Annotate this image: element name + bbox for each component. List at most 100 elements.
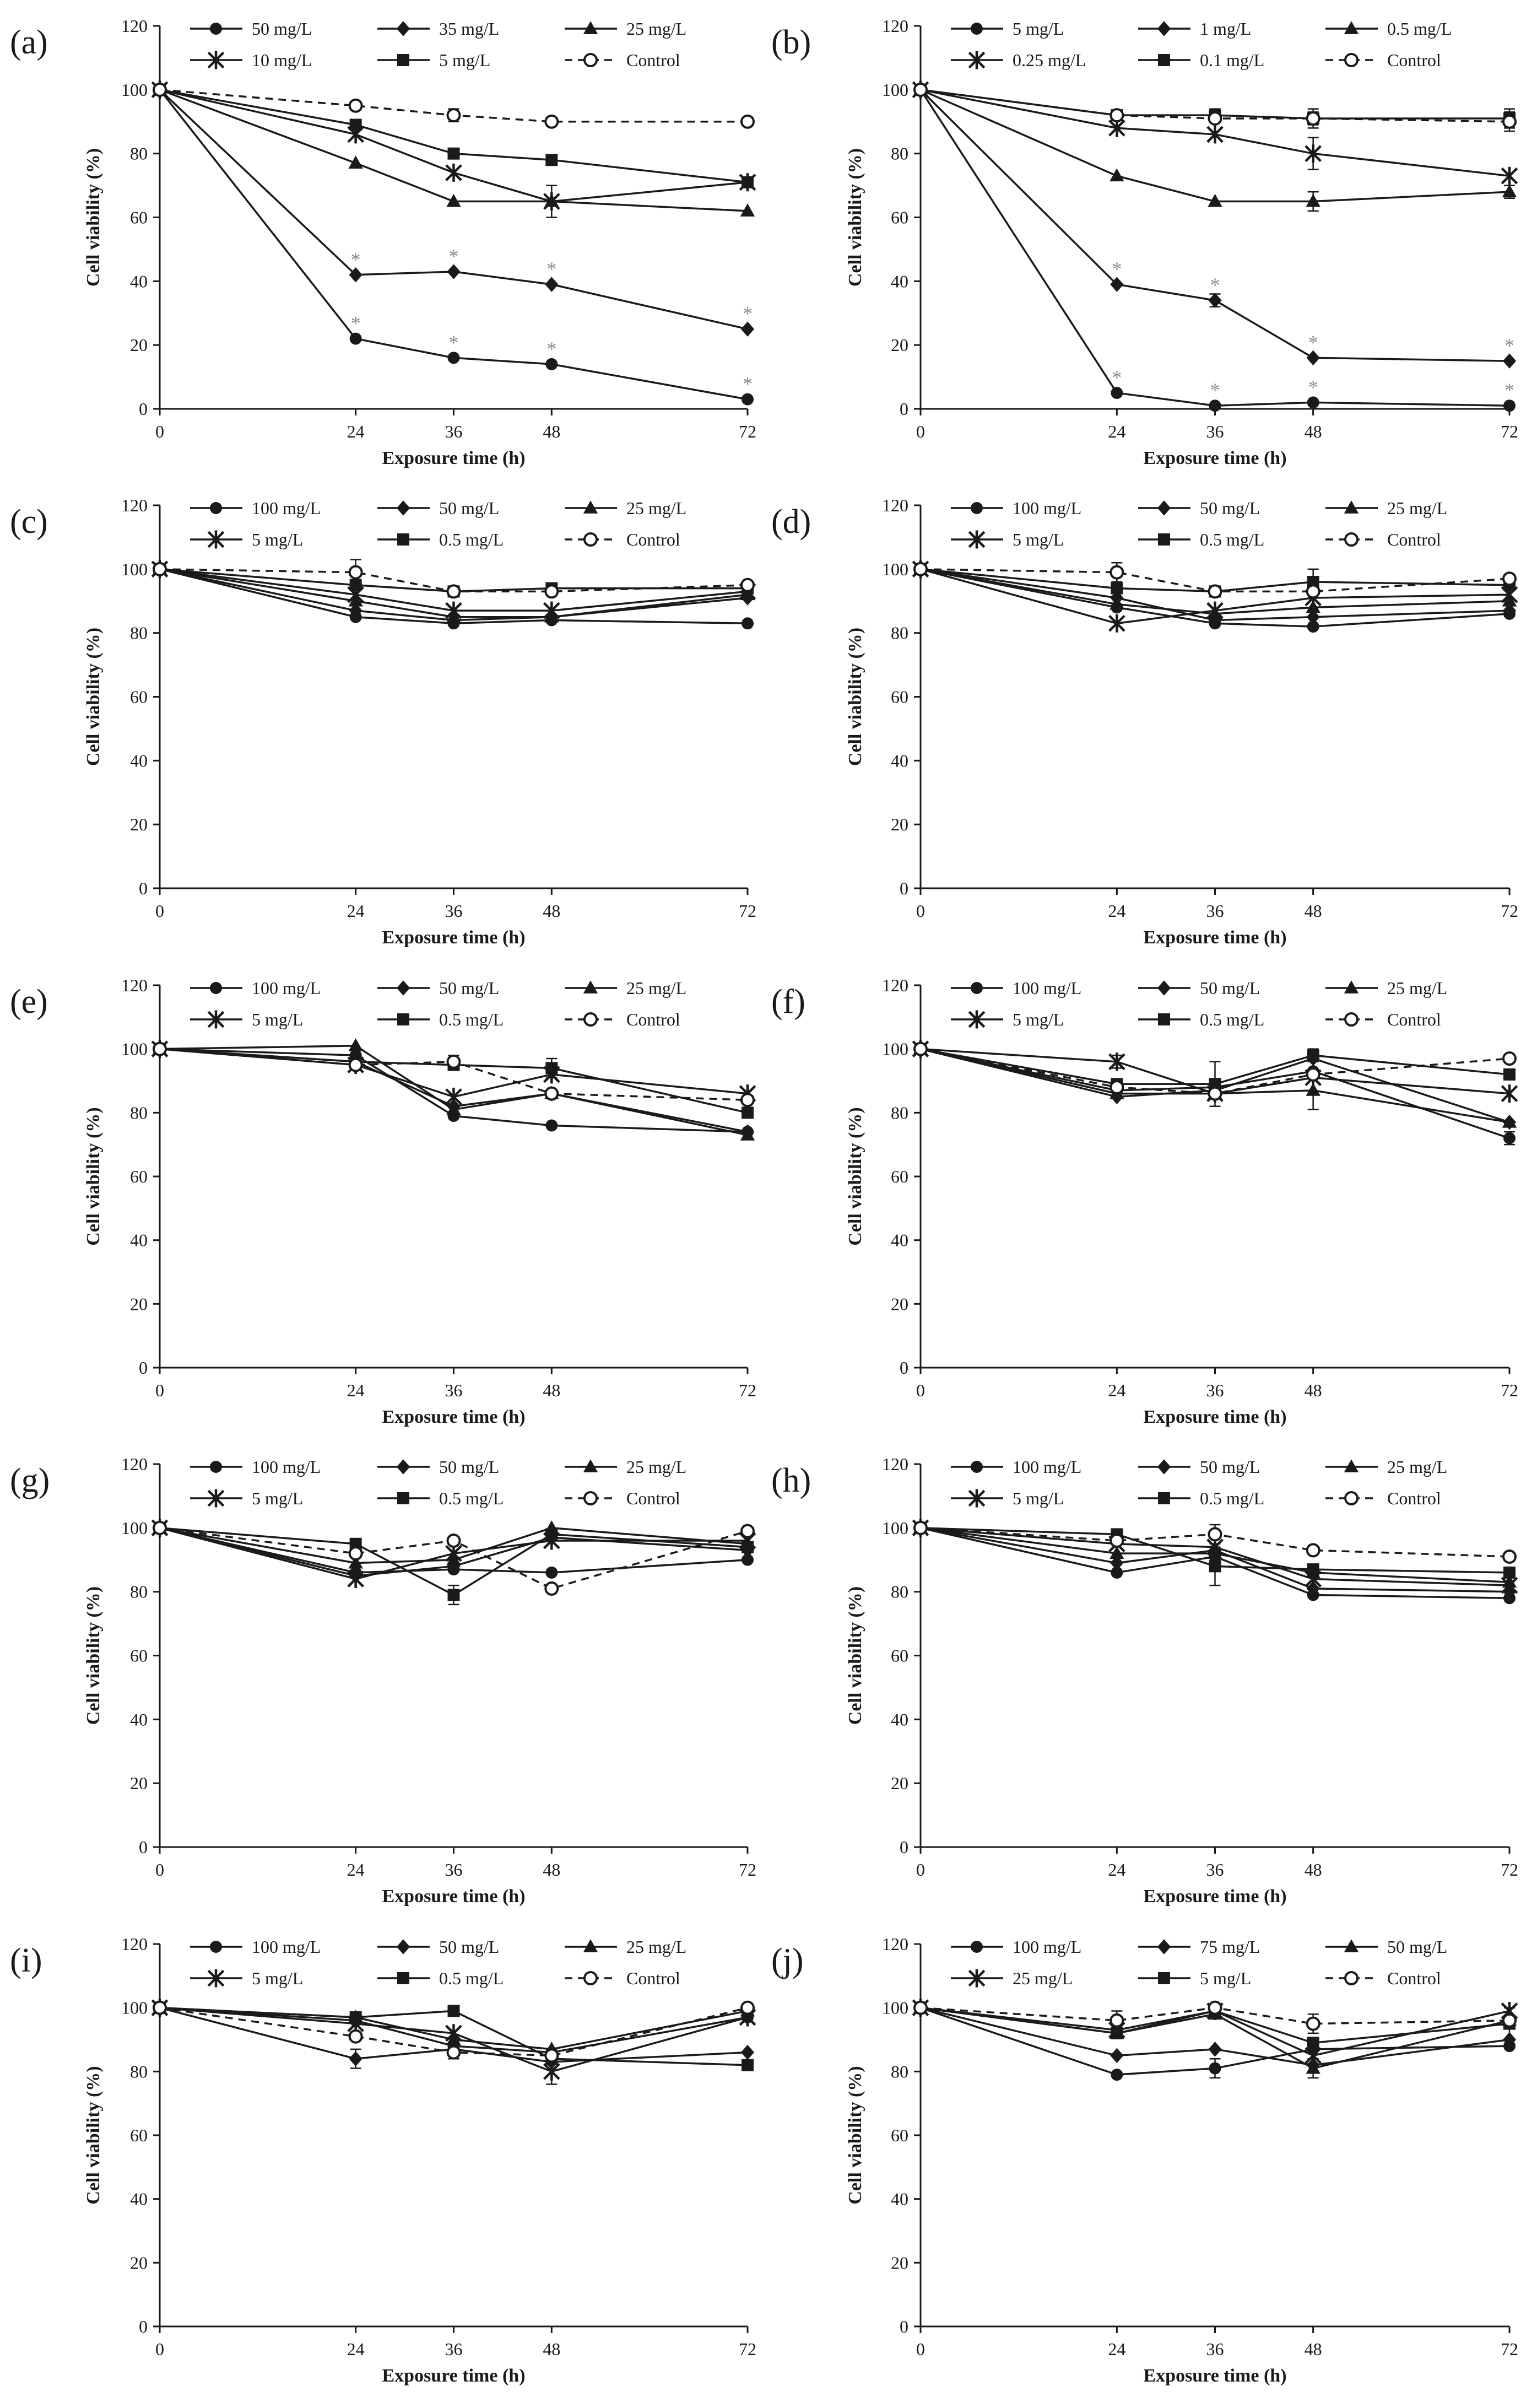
legend-marker: [207, 1489, 225, 1508]
legend-marker: [968, 1489, 986, 1508]
y-tick-label: 60: [130, 208, 148, 228]
y-tick-label: 20: [891, 2253, 908, 2272]
x-tick-label: 0: [916, 2339, 925, 2359]
y-tick-label: 40: [130, 271, 148, 291]
data-point: [1306, 584, 1320, 599]
data-point: [1502, 353, 1517, 369]
data-point: [545, 277, 559, 292]
legend-label: 35 mg/L: [439, 19, 499, 39]
significance-star: *: [1308, 331, 1318, 353]
legend-entry: 0.5 mg/L: [377, 1009, 504, 1029]
y-tick-label: 120: [121, 975, 148, 995]
data-point: [1108, 1052, 1125, 1071]
x-tick-label: 36: [1206, 901, 1224, 921]
legend-label: 75 mg/L: [1200, 1937, 1260, 1957]
legend-marker: [210, 982, 222, 994]
legend-label: 5 mg/L: [1200, 1968, 1251, 1988]
data-point: [1502, 1114, 1517, 1128]
data-point: [446, 1102, 461, 1115]
panel-label: (i): [10, 1942, 42, 1979]
legend-label: 5 mg/L: [439, 50, 490, 70]
data-point: [1503, 1566, 1516, 1579]
y-tick-label: 100: [882, 80, 908, 100]
legend-marker: [968, 1969, 986, 1988]
legend-entry: Control: [565, 1968, 680, 1988]
panel-c: (c) 0 20 40 60 80 100 120 0 24 36 48 72 Exposure time…: [10, 495, 756, 948]
data-point: [1110, 565, 1124, 580]
y-tick-label: 100: [121, 1518, 148, 1538]
data-point: [445, 163, 462, 182]
data-point: [1501, 1084, 1518, 1103]
data-point: [445, 601, 462, 620]
series-control: [913, 2000, 1517, 2034]
legend-label: 25 mg/L: [626, 1937, 686, 1957]
legend-label: 5 mg/L: [1013, 19, 1064, 39]
significance-star: *: [546, 258, 556, 280]
data-point: [1501, 1576, 1518, 1595]
x-tick-label: 48: [543, 2339, 560, 2359]
y-tick-label: 60: [130, 687, 148, 707]
y-tick-label: 20: [130, 335, 148, 355]
data-point: [544, 2048, 559, 2063]
y-tick-label: 20: [130, 1773, 148, 1793]
legend-entry: 50 mg/L: [377, 1457, 499, 1477]
data-point: [1307, 620, 1319, 633]
data-point: [1208, 193, 1222, 207]
panel-label: (h): [771, 1462, 811, 1499]
y-tick-label: 80: [891, 144, 908, 164]
legend-marker: [210, 23, 222, 35]
legend-entry: 5 mg/L: [190, 530, 303, 549]
data-point: [1502, 184, 1517, 198]
data-point: [1110, 2048, 1124, 2064]
y-tick-label: 40: [130, 2189, 148, 2209]
data-point: [913, 2000, 928, 2015]
legend-marker: [1344, 532, 1359, 547]
legend-entry: 0.5 mg/L: [1138, 1488, 1264, 1508]
legend-marker: [1158, 1972, 1170, 1984]
panel-h: (h) 0 20 40 60 80 100 120 0 24 36 48 72 Exposure time…: [771, 1454, 1518, 1907]
data-point: [1110, 108, 1124, 123]
x-tick-label: 0: [155, 901, 164, 921]
panel-label: (b): [771, 24, 811, 61]
y-tick-label: 20: [891, 814, 908, 834]
y-tick-label: 120: [882, 975, 908, 995]
data-point: [742, 1553, 754, 1566]
data-point: [544, 1581, 559, 1596]
y-tick-label: 40: [891, 271, 908, 291]
legend-label: Control: [626, 1488, 680, 1508]
data-point: [1502, 603, 1517, 618]
x-tick-label: 72: [1501, 2339, 1518, 2359]
x-tick-label: 24: [347, 422, 365, 441]
legend-label: 0.5 mg/L: [1200, 530, 1264, 549]
y-tick-label: 120: [882, 16, 908, 36]
data-point: [740, 1524, 755, 1538]
y-tick-label: 80: [891, 1582, 908, 1602]
x-tick-label: 72: [739, 1380, 756, 1400]
legend-marker: [397, 1492, 409, 1504]
data-point: [913, 561, 928, 576]
significance-star: *: [743, 373, 753, 395]
x-tick-label: 0: [155, 1860, 164, 1880]
y-tick-label: 60: [891, 208, 908, 228]
data-point: [349, 603, 362, 618]
x-tick-label: 48: [1305, 1380, 1322, 1400]
x-tick-label: 24: [347, 1380, 365, 1400]
data-point: [1306, 1581, 1320, 1596]
y-tick-label: 100: [882, 1518, 908, 1538]
data-point: [1307, 576, 1319, 588]
series-control: [153, 82, 755, 129]
legend-marker: [968, 530, 986, 549]
data-point: [349, 2051, 362, 2066]
legend-marker: [583, 1939, 598, 1952]
y-tick-label: 100: [121, 80, 148, 100]
x-axis-label: Exposure time (h): [382, 1886, 525, 1907]
legend-label: 25 mg/L: [626, 19, 686, 39]
legend-entry: 5 mg/L: [190, 1009, 303, 1029]
data-point: [446, 1054, 461, 1069]
y-tick-label: 80: [130, 2061, 148, 2081]
y-tick-label: 0: [139, 1837, 148, 1857]
legend-entry: 25 mg/L: [565, 978, 686, 998]
data-point: [348, 2029, 363, 2044]
series-1-mg-l: * * * *: [913, 82, 1517, 369]
y-axis-label: Cell viability (%): [845, 1107, 865, 1245]
